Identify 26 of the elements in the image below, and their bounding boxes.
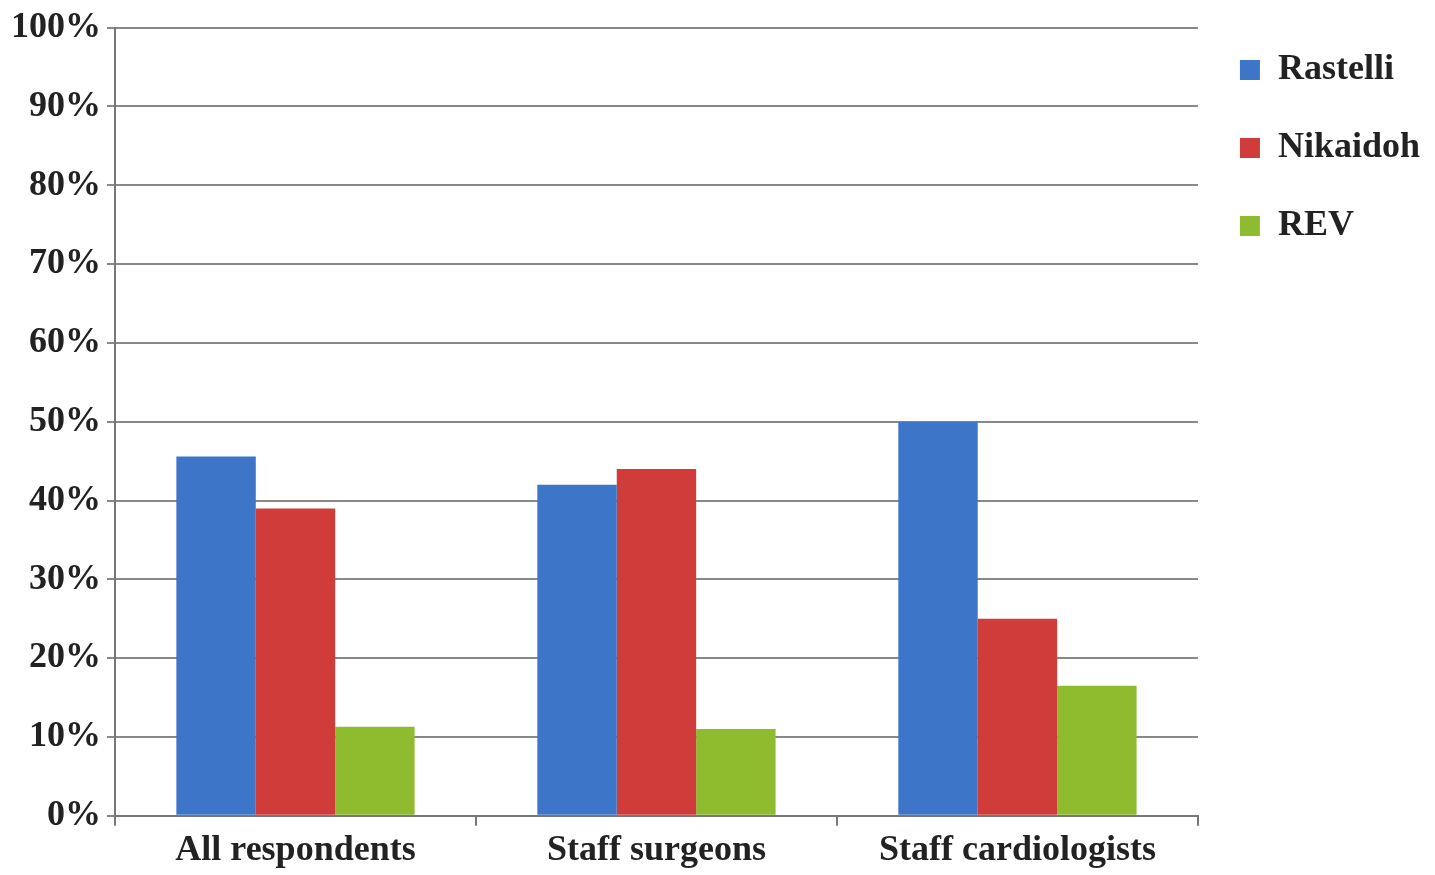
y-tick-label: 60% xyxy=(29,320,101,361)
y-tick-label: 30% xyxy=(29,556,101,597)
y-tick-label: 20% xyxy=(29,635,101,676)
y-tick-label: 90% xyxy=(29,83,101,124)
bar xyxy=(696,729,776,815)
legend-label: REV xyxy=(1277,203,1354,244)
x-tick-label: All respondents xyxy=(175,827,416,868)
y-tick-label: 50% xyxy=(29,399,101,439)
legend-label: Nikaidoh xyxy=(1277,125,1421,166)
bar xyxy=(335,726,415,815)
y-tick-label: 70% xyxy=(29,241,101,282)
y-tick-label: 0% xyxy=(47,793,101,834)
bar xyxy=(176,456,256,815)
bar xyxy=(616,468,697,815)
bar xyxy=(898,421,978,815)
bar xyxy=(255,508,336,815)
bar xyxy=(977,618,1058,815)
y-tick-label: 80% xyxy=(29,162,101,203)
y-tick-label: 10% xyxy=(29,714,101,755)
bar xyxy=(1057,685,1137,815)
y-tick-label: 100% xyxy=(11,4,101,45)
x-tick-label: Staff cardiologists xyxy=(878,827,1156,868)
y-tick-label: 40% xyxy=(29,477,101,518)
bar xyxy=(537,484,617,815)
legend-label: Rastelli xyxy=(1277,47,1394,88)
x-tick-label: Staff surgeons xyxy=(546,827,766,868)
